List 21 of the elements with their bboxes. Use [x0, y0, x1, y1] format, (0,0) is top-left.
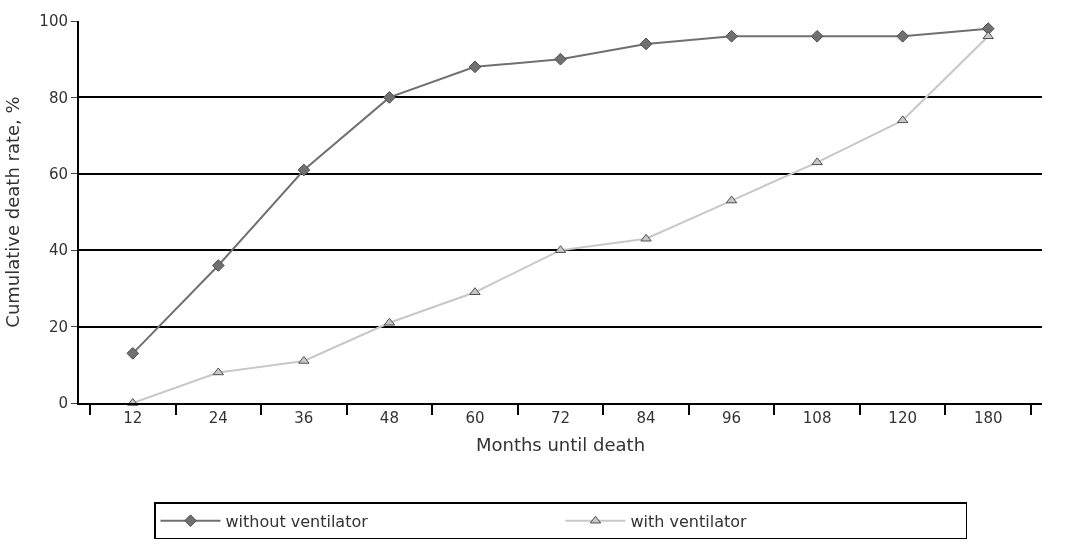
y-tick-label: 60 [48, 165, 68, 184]
x-tick-label: 84 [636, 409, 656, 427]
x-tick-label: 96 [722, 409, 742, 427]
legend-label: with ventilator [630, 511, 748, 531]
x-tick-label: 108 [802, 409, 832, 427]
x-tick-label: 36 [294, 409, 314, 427]
x-tick-label: 24 [208, 409, 228, 427]
x-tick-label: 60 [465, 409, 485, 427]
x-tick-label: 72 [550, 409, 571, 427]
y-tick-label: 80 [48, 88, 68, 107]
legend-label: without ventilator [225, 511, 369, 531]
x-tick-label: 12 [123, 409, 143, 427]
y-tick-label: 40 [48, 241, 68, 260]
x-tick-label: 120 [888, 409, 917, 427]
x-axis-title: Months until death [475, 433, 646, 455]
y-tick-label: 20 [48, 317, 68, 336]
x-tick-label: 48 [379, 409, 399, 427]
y-axis-title: Cumulative death rate, % [2, 96, 24, 328]
x-tick-label: 180 [973, 409, 1003, 427]
y-tick-label: 100 [39, 12, 68, 31]
y-tick-label: 0 [58, 394, 68, 413]
